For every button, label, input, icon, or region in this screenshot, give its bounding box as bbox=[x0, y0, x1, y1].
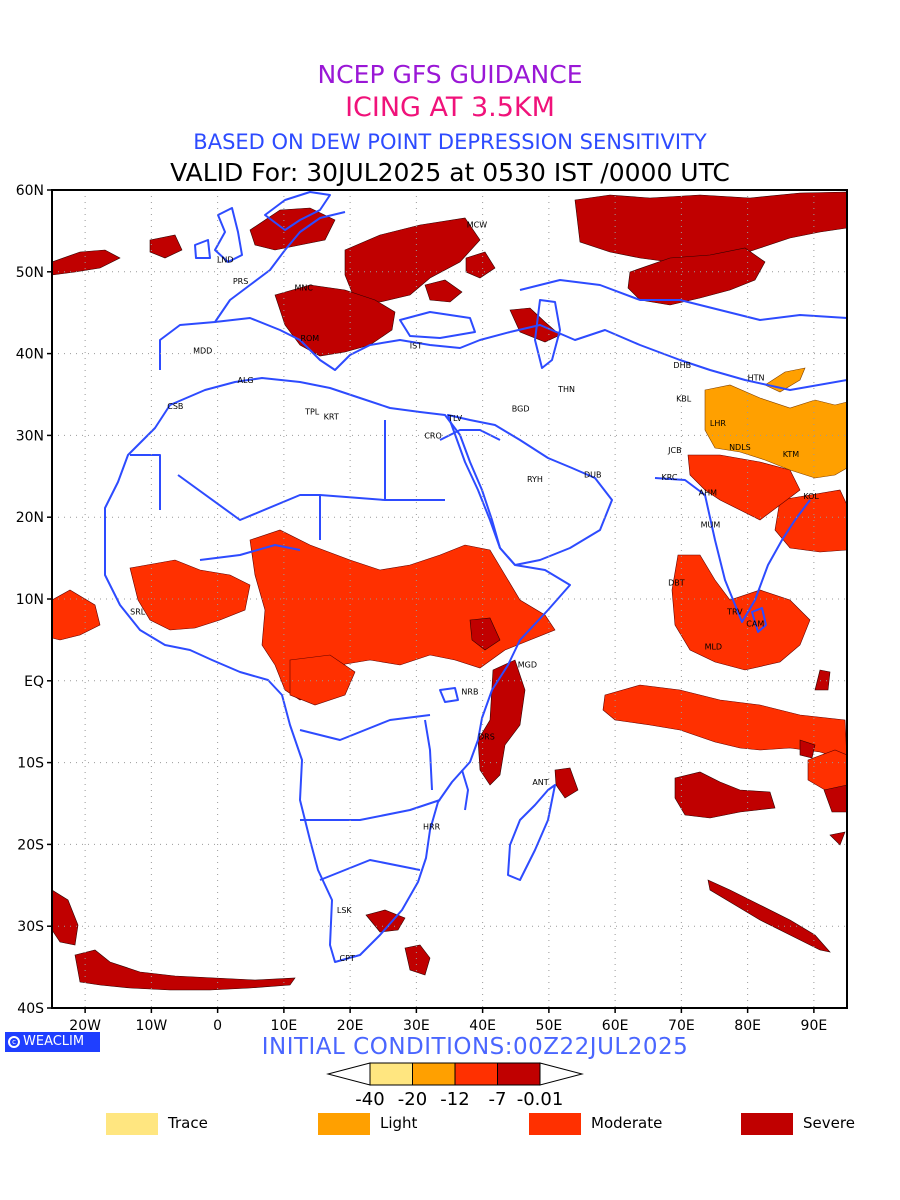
lat-tick-label: 40N bbox=[16, 347, 44, 363]
title-method: BASED ON DEW POINT DEPRESSION SENSITIVIT… bbox=[193, 130, 707, 154]
title-model: NCEP GFS GUIDANCE bbox=[317, 60, 583, 89]
station-label: DRS bbox=[478, 732, 495, 741]
station-label: DBT bbox=[668, 579, 685, 588]
station-label: BGD bbox=[512, 404, 530, 413]
colorbar-segment bbox=[454, 1062, 498, 1086]
lat-tick-label: 30N bbox=[16, 428, 44, 444]
logo-text: WEACLIM bbox=[23, 1034, 85, 1049]
station-label: NRB bbox=[461, 687, 478, 696]
lat-tick-label: 10S bbox=[17, 756, 44, 772]
colorbar-label: -7 bbox=[489, 1089, 507, 1110]
station-label: IST bbox=[410, 341, 422, 350]
lat-tick-label: 60N bbox=[16, 183, 44, 199]
station-label: SRL bbox=[130, 607, 146, 616]
station-label: JCB bbox=[667, 446, 681, 455]
lon-tick-label: 10W bbox=[136, 1018, 168, 1034]
colorbar-segment bbox=[412, 1062, 456, 1086]
station-label: HRR bbox=[423, 822, 441, 831]
station-label: MGD bbox=[518, 660, 537, 669]
station-label: LND bbox=[217, 256, 234, 265]
station-label: ANT bbox=[532, 778, 548, 787]
colorbar-label: -20 bbox=[398, 1089, 427, 1110]
station-label: TPL bbox=[304, 408, 320, 417]
station-label: KOL bbox=[803, 492, 819, 501]
station-label: THN bbox=[557, 385, 575, 394]
colorbar-label: -0.01 bbox=[517, 1089, 564, 1110]
moderate-icing-areas bbox=[52, 454, 847, 791]
lat-lon-grid bbox=[52, 190, 847, 1008]
lat-tick-label: 50N bbox=[16, 265, 44, 281]
lon-tick-label: 20W bbox=[69, 1018, 101, 1034]
station-label: NDLS bbox=[729, 443, 751, 452]
legend-label: Moderate bbox=[591, 1114, 663, 1132]
title-valid-time: VALID For: 30JUL2025 at 0530 IST /0000 U… bbox=[170, 158, 730, 187]
colorbar-segment bbox=[497, 1062, 541, 1086]
station-label: LSK bbox=[337, 906, 353, 915]
initial-conditions: INITIAL CONDITIONS:00Z22JUL2025 bbox=[261, 1034, 689, 1060]
lon-tick-label: 40E bbox=[469, 1018, 496, 1034]
station-label: CRO bbox=[424, 431, 441, 440]
lat-tick-label: 10N bbox=[16, 592, 44, 608]
station-label: MDD bbox=[193, 346, 212, 355]
legend-label: Severe bbox=[803, 1114, 855, 1132]
colorbar-label: -12 bbox=[440, 1089, 469, 1110]
lon-tick-label: 20E bbox=[337, 1018, 364, 1034]
station-label: ROM bbox=[300, 334, 319, 343]
lon-tick-label: 50E bbox=[536, 1018, 563, 1034]
lat-tick-label: 20N bbox=[16, 510, 44, 526]
station-labels: MCW LND PRS MNC ROM MDD IST ALG CSB TPL KRT CRO TLV B… bbox=[130, 220, 819, 963]
station-label: CPT bbox=[340, 954, 355, 963]
station-label: PRS bbox=[233, 277, 248, 286]
station-label: TRV bbox=[726, 607, 743, 616]
station-label: KTM bbox=[783, 450, 800, 459]
map-field bbox=[52, 191, 847, 991]
weaclim-logo: c WEACLIM bbox=[5, 1032, 100, 1052]
station-label: MUM bbox=[701, 521, 721, 530]
legend-swatch bbox=[318, 1113, 370, 1135]
map-axes: 60N 50N 40N 30N 20N 10N EQ 10S 20S 30S 40S 20W 10W 0 1… bbox=[16, 183, 828, 1034]
lat-tick-label: EQ bbox=[24, 674, 44, 690]
lat-tick-label: 40S bbox=[17, 1001, 44, 1017]
station-label: MLD bbox=[705, 642, 723, 651]
station-label: MCW bbox=[467, 220, 487, 229]
station-label: AHM bbox=[699, 489, 717, 498]
colorbar-right-arrow bbox=[539, 1062, 584, 1086]
station-label: KRC bbox=[662, 473, 678, 482]
lon-tick-label: 60E bbox=[602, 1018, 629, 1034]
coastlines bbox=[104, 191, 847, 963]
station-label: ALG bbox=[238, 376, 254, 385]
station-label: CAM bbox=[746, 620, 764, 629]
lon-tick-label: 0 bbox=[213, 1018, 222, 1034]
legend-swatch bbox=[741, 1113, 793, 1135]
legend-label: Trace bbox=[168, 1114, 208, 1132]
station-label: DHB bbox=[673, 361, 691, 370]
lon-tick-label: 90E bbox=[801, 1018, 828, 1034]
colorbar-left-arrow bbox=[326, 1062, 371, 1086]
station-label: HTN bbox=[748, 373, 765, 382]
severe-icing-areas bbox=[52, 191, 847, 991]
logo-ring-icon: c bbox=[8, 1036, 20, 1048]
legend-label: Light bbox=[380, 1114, 418, 1132]
lon-tick-label: 70E bbox=[668, 1018, 695, 1034]
colorbar-label: -40 bbox=[355, 1089, 384, 1110]
lon-tick-label: 10E bbox=[271, 1018, 298, 1034]
lon-tick-label: 30E bbox=[403, 1018, 430, 1034]
station-label: DUB bbox=[584, 471, 602, 480]
colorbar: -40 -20 -12 -7 -0.01 bbox=[326, 1062, 584, 1110]
lat-tick-label: 20S bbox=[17, 837, 44, 853]
station-label: TLV bbox=[447, 414, 462, 423]
title-product: ICING AT 3.5KM bbox=[345, 92, 555, 123]
colorbar-segment bbox=[369, 1062, 413, 1086]
lat-tick-label: 30S bbox=[17, 919, 44, 935]
station-label: RYH bbox=[527, 475, 543, 484]
station-label: MNC bbox=[294, 283, 313, 292]
station-label: LHR bbox=[710, 419, 726, 428]
lon-tick-label: 80E bbox=[734, 1018, 761, 1034]
legend-swatch bbox=[106, 1113, 158, 1135]
station-label: CSB bbox=[167, 402, 183, 411]
station-label: KBL bbox=[676, 395, 692, 404]
legend-swatch bbox=[529, 1113, 581, 1135]
station-label: KRT bbox=[324, 413, 339, 422]
